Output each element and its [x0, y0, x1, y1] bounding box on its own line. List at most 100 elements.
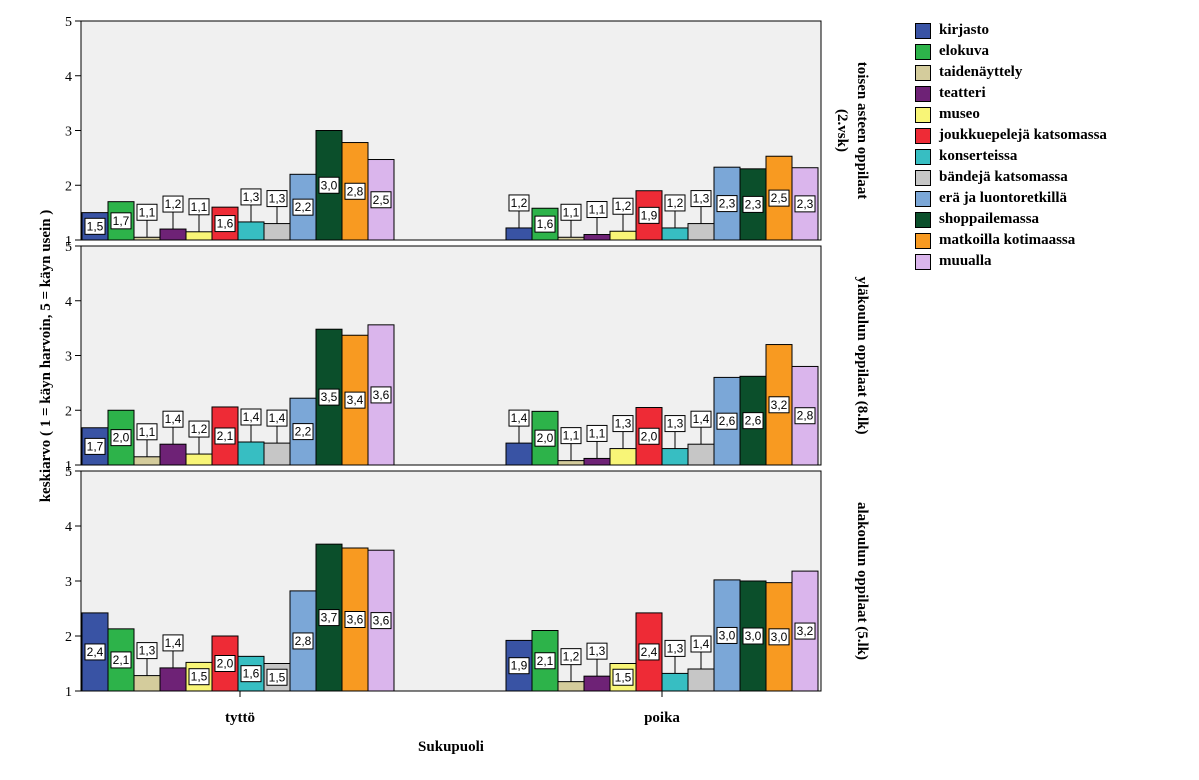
data-label-box: [508, 657, 530, 675]
legend-item: konserteissa: [915, 146, 1107, 167]
x-tick-label: tyttö: [225, 710, 255, 726]
data-label: 2,6: [719, 414, 736, 428]
data-label-box: [586, 201, 608, 219]
legend-label: museo: [939, 106, 980, 122]
legend-item: shoppailemassa: [915, 209, 1107, 230]
data-label-box: [560, 427, 582, 445]
legend-swatch: [915, 127, 931, 144]
data-label: 1,1: [139, 205, 156, 219]
legend-swatch: [915, 232, 931, 249]
data-label: 1,2: [191, 422, 208, 436]
data-label-box: [612, 668, 634, 686]
data-label-box: [690, 410, 712, 428]
bar: [687, 668, 715, 692]
data-label-box: [110, 651, 132, 669]
legend-swatch: [915, 64, 931, 81]
y-tick-label: 5: [65, 240, 72, 255]
legend-swatch: [915, 190, 931, 207]
bar: [185, 453, 213, 466]
data-label-box: [690, 635, 712, 653]
data-label-box: [344, 391, 366, 409]
data-label: 3,2: [771, 398, 788, 412]
data-label-box: [188, 668, 210, 686]
data-label: 3,7: [321, 611, 338, 625]
bar: [159, 667, 187, 692]
data-label-box: [768, 189, 790, 207]
data-label-box: [214, 427, 236, 445]
legend-swatch: [915, 85, 931, 102]
data-label: 1,9: [511, 659, 528, 673]
bar: [159, 443, 187, 466]
data-label: 1,1: [139, 425, 156, 439]
legend: kirjasto elokuva taidenäyttely teatteri muse…: [915, 20, 1107, 272]
bar: [661, 227, 689, 241]
y-tick-label: 5: [65, 15, 72, 30]
data-label-box: [214, 655, 236, 672]
data-label: 1,6: [217, 217, 234, 231]
data-label-box: [768, 628, 790, 646]
data-label-box: [612, 415, 634, 433]
y-tick-label: 4: [65, 295, 72, 310]
data-label-box: [716, 195, 738, 213]
data-label-box: [110, 212, 132, 230]
data-label: 1,7: [87, 439, 104, 453]
data-label: 2,3: [745, 197, 762, 211]
data-label: 1,3: [243, 190, 260, 204]
data-label: 2,5: [771, 191, 788, 205]
data-label: 1,3: [615, 417, 632, 431]
y-axis-title: keskiarvo ( 1 = käyn harvoin, 5 = käyn u…: [38, 210, 54, 503]
y-tick-label: 3: [65, 350, 72, 365]
data-label-box: [768, 396, 790, 414]
legend-label: erä ja luontoretkillä: [939, 190, 1068, 206]
legend-label: taidenäyttely: [939, 64, 1023, 80]
y-tick-label: 2: [65, 630, 72, 645]
legend-item: muualla: [915, 251, 1107, 272]
data-label: 3,0: [745, 629, 762, 643]
y-tick-label: 1: [65, 459, 72, 474]
legend-item: erä ja luontoretkillä: [915, 188, 1107, 209]
data-label: 2,1: [217, 429, 234, 443]
bar: [263, 223, 291, 241]
data-label: 2,0: [113, 431, 130, 445]
data-label-box: [136, 642, 158, 660]
legend-swatch: [915, 22, 931, 39]
data-label: 2,8: [295, 634, 312, 648]
data-label: 3,6: [373, 614, 390, 628]
data-label-box: [560, 203, 582, 221]
data-label-box: [716, 412, 738, 430]
y-tick-label: 1: [65, 685, 72, 700]
data-label: 3,2: [797, 624, 814, 638]
data-label-box: [214, 215, 236, 233]
data-label: 2,0: [641, 429, 658, 443]
data-label: 1,4: [693, 637, 710, 651]
data-label: 2,8: [797, 409, 814, 423]
data-label-box: [534, 215, 556, 233]
legend-swatch: [915, 253, 931, 270]
panel-label: toisen asteen oppilaat: [854, 62, 870, 200]
data-label: 1,4: [165, 636, 182, 650]
data-label: 1,9: [641, 208, 658, 222]
data-label: 1,7: [113, 214, 130, 228]
data-label: 2,1: [113, 653, 130, 667]
data-label-box: [318, 609, 340, 627]
data-label-box: [84, 437, 106, 455]
data-label-box: [638, 427, 660, 445]
legend-swatch: [915, 148, 931, 165]
legend-label: elokuva: [939, 43, 990, 59]
bar: [583, 234, 611, 241]
y-tick-label: 5: [65, 465, 72, 480]
data-label-box: [240, 188, 262, 206]
legend-label: matkoilla kotimaassa: [939, 232, 1076, 248]
data-label: 2,3: [719, 197, 736, 211]
panel-label: (2.vsk): [834, 109, 850, 152]
y-tick-label: 2: [65, 404, 72, 419]
legend-item: taidenäyttely: [915, 62, 1107, 83]
data-label-box: [318, 176, 340, 194]
bar: [133, 675, 161, 692]
data-label: 1,1: [589, 203, 606, 217]
legend-swatch: [915, 211, 931, 228]
data-label-box: [638, 643, 660, 661]
data-label-box: [508, 409, 530, 427]
bar: [185, 231, 213, 241]
